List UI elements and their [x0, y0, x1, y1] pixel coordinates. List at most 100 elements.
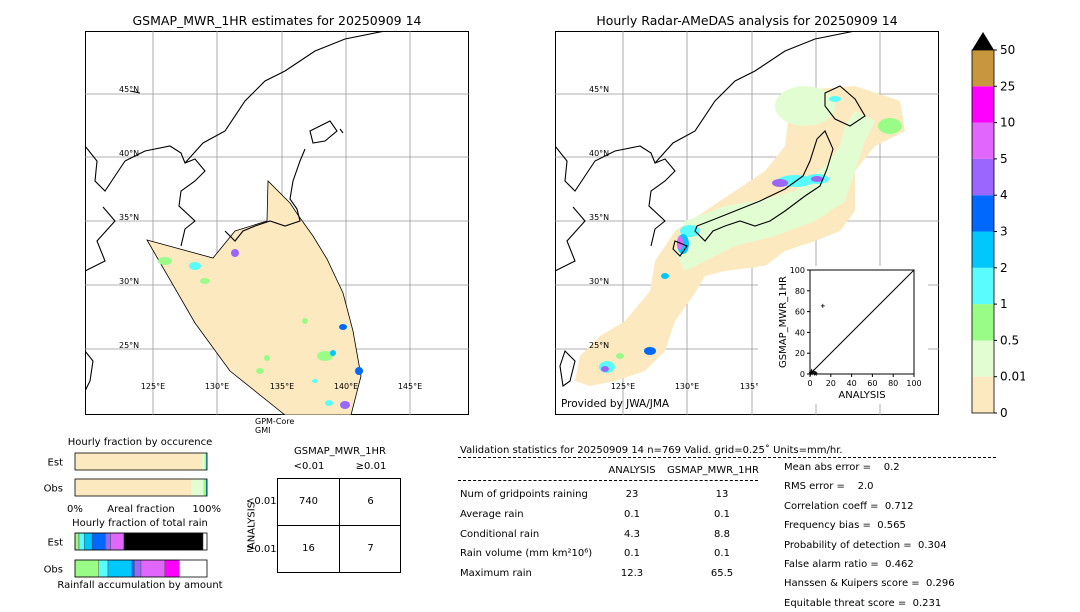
colorbar-label: 2	[1000, 261, 1008, 275]
x-tick-label: 0%	[67, 504, 83, 515]
bar-category-label: Est	[48, 538, 64, 549]
contingency-cell: 7	[367, 543, 374, 554]
occurrence-chart: Est Obs 0% 100% Areal fraction	[44, 452, 221, 515]
scatter-point	[820, 303, 825, 308]
validation-gsmap-value: 0.1	[714, 508, 730, 520]
col-gsmap: GSMAP_MWR_1HR	[667, 465, 759, 476]
scatter-diagonal	[809, 269, 915, 375]
bar-segment	[91, 532, 106, 551]
bar-segment	[134, 559, 142, 578]
satellite-note: GPM-Core GMI	[255, 417, 295, 435]
validation-score: RMS error = 2.0	[784, 481, 874, 493]
lat-label: 30°N	[119, 277, 139, 286]
bar-segment	[204, 453, 206, 470]
lon-label: 130°E	[675, 382, 699, 391]
bar-segment	[164, 559, 180, 578]
validation-header: Validation statistics for 20250909 14 n=…	[460, 445, 843, 456]
validation-analysis-value: 0.1	[624, 548, 640, 560]
y-tick-label: 40	[795, 328, 805, 337]
scatter-point	[808, 371, 813, 376]
x-tick-label: 20	[826, 379, 836, 388]
bar-segment	[203, 479, 206, 496]
bar-category-label: Est	[48, 458, 64, 469]
x-tick-label: 100	[906, 379, 921, 388]
contingency-title: GSMAP_MWR_1HR	[294, 446, 386, 457]
right-lon-labels: 125°E 130°E 135°E	[611, 382, 764, 391]
validation-score: Probability of detection = 0.304	[784, 539, 947, 551]
lat-label: 45°N	[589, 85, 609, 94]
left-lat-labels: 45°N 40°N 35°N 30°N 25°N	[119, 85, 139, 350]
lat-label: 40°N	[119, 149, 139, 158]
lat-label: 30°N	[589, 277, 609, 286]
lat-label: 45°N	[119, 85, 139, 94]
validation-subdivider	[458, 480, 758, 481]
validation-gsmap-value: 13	[715, 489, 729, 500]
contingency-cell: 6	[367, 496, 374, 507]
right-map-title: Hourly Radar-AMeDAS analysis for 2025090…	[596, 13, 898, 28]
colorbar-label: 0.01	[1000, 370, 1025, 384]
map-credit: Provided by JWA/JMA	[561, 398, 670, 410]
lat-label: 25°N	[589, 341, 609, 350]
colorbar-segment	[972, 195, 994, 232]
lat-label: 40°N	[589, 149, 609, 158]
colorbar-label: 0	[1000, 406, 1008, 418]
bar-segment	[206, 479, 207, 496]
contingency-col-label: <0.01	[293, 461, 325, 472]
bar-segment	[123, 532, 204, 551]
lat-label: 35°N	[589, 213, 609, 222]
scatter-point	[809, 368, 814, 373]
colorbar-segment	[972, 376, 994, 413]
lon-label: 135°E	[270, 382, 294, 391]
validation-analysis-value: 12.3	[620, 568, 644, 580]
lon-label: 145°E	[398, 382, 422, 391]
lon-label: 125°E	[611, 382, 635, 391]
colorbar-label: 50	[1000, 43, 1015, 57]
bar-segment	[74, 532, 80, 551]
colorbar-segment	[972, 50, 994, 87]
scatter-point	[814, 371, 819, 376]
right-coastline	[555, 31, 866, 387]
right-rain-cells	[599, 86, 902, 373]
bar-segment	[75, 453, 202, 470]
colorbar-label: 10	[1000, 116, 1015, 130]
colorbar-label: 25	[1000, 79, 1015, 93]
validation-score: Equitable threat score = 0.231	[784, 597, 942, 609]
bar-segment	[205, 453, 207, 470]
bar-frame	[74, 532, 208, 551]
bar-segment	[74, 559, 100, 578]
validation-row-label: Num of gridpoints raining	[460, 489, 588, 500]
validation-row-label: Rain volume (mm km²10⁶)	[460, 548, 593, 560]
contingency-row-label: ≥0.01	[246, 544, 277, 555]
bar-segment	[105, 532, 111, 551]
validation-row-label: Maximum rain	[460, 568, 532, 580]
validation-divider	[458, 457, 996, 458]
contingency-table: 740 6 16 7	[277, 478, 401, 573]
left-lon-labels: 125°E 130°E 135°E 140°E 145°E	[141, 382, 422, 391]
colorbar-label: 5	[1000, 152, 1008, 166]
colorbar-segment	[972, 158, 994, 196]
bar-segment	[191, 479, 204, 496]
y-tick-label: 100	[790, 266, 805, 275]
x-tick-label: 80	[888, 379, 898, 388]
bar-frame	[74, 478, 208, 497]
colorbar-segment	[972, 231, 994, 268]
bar-segment	[98, 559, 109, 578]
colorbar-segment	[972, 267, 994, 305]
validation-score: False alarm ratio = 0.462	[784, 559, 914, 570]
bar-segment	[78, 532, 85, 551]
contingency-row-label: <0.01	[246, 496, 277, 507]
left-map-title: GSMAP_MWR_1HR estimates for 20250909 14	[132, 13, 422, 28]
colorbar-extend-triangle	[972, 32, 994, 50]
colorbar: 0 0.01 0.5 1 2 3 4 5 10 25 50	[971, 32, 1025, 418]
validation-analysis-value: 23	[625, 489, 639, 500]
contingency-cell: 740	[298, 496, 319, 507]
validation-score: Correlation coeff = 0.712	[784, 500, 914, 512]
x-axis-label: Areal fraction	[107, 504, 174, 515]
validation-score: Hanssen & Kuipers score = 0.296	[784, 578, 955, 590]
lon-label: 140°E	[334, 382, 358, 391]
left-coastline	[85, 31, 386, 392]
bar-segment	[205, 479, 207, 496]
y-tick-label: 20	[795, 349, 805, 358]
colorbar-segment	[972, 304, 994, 341]
validation-analysis-value: 4.3	[624, 528, 640, 540]
